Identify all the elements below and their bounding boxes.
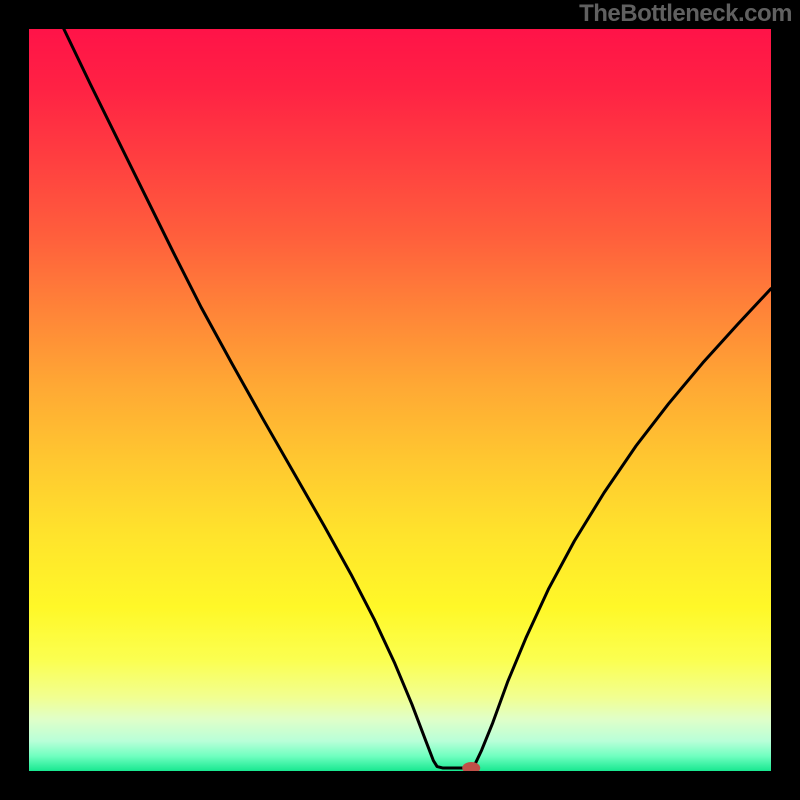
watermark-text: TheBottleneck.com	[579, 0, 792, 28]
bottleneck-curve	[29, 29, 771, 771]
chart-frame: TheBottleneck.com	[0, 0, 800, 800]
curve-path	[64, 29, 771, 768]
plot-area	[29, 29, 771, 771]
minimum-marker	[462, 762, 480, 771]
